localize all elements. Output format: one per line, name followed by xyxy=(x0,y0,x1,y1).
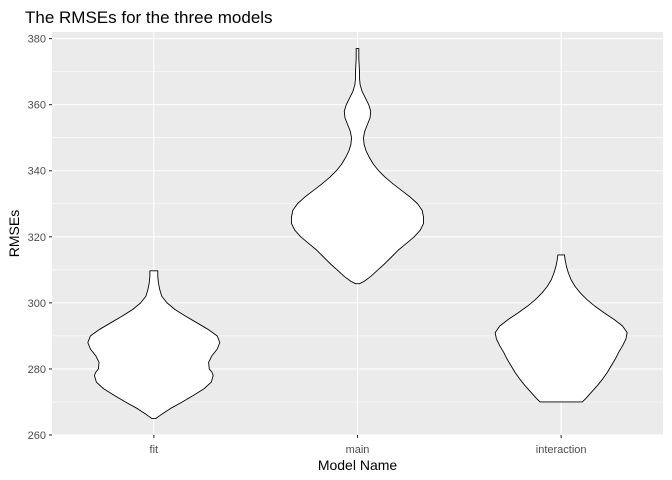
y-tick-label: 300 xyxy=(28,298,46,310)
x-axis: fit main interaction xyxy=(150,435,587,456)
chart-title: The RMSEs for the three models xyxy=(25,8,273,27)
violin-main xyxy=(291,48,424,285)
x-axis-title: Model Name xyxy=(318,457,398,473)
y-tick-label: 280 xyxy=(28,364,46,376)
y-tick-label: 260 xyxy=(28,430,46,442)
x-tick-label-interaction: interaction xyxy=(536,444,587,456)
violin-interaction xyxy=(494,254,628,403)
y-tick-label: 340 xyxy=(28,166,46,178)
y-axis-title: RMSEs xyxy=(6,210,22,257)
y-tick-label: 360 xyxy=(28,100,46,112)
y-tick-label: 380 xyxy=(28,34,46,46)
y-axis: 260 280 300 320 340 360 380 xyxy=(28,34,52,442)
x-tick-label-main: main xyxy=(346,444,370,456)
violin-layer xyxy=(87,48,628,419)
x-tick-label-fit: fit xyxy=(150,444,159,456)
violin-fit xyxy=(87,270,221,419)
y-tick-label: 320 xyxy=(28,232,46,244)
